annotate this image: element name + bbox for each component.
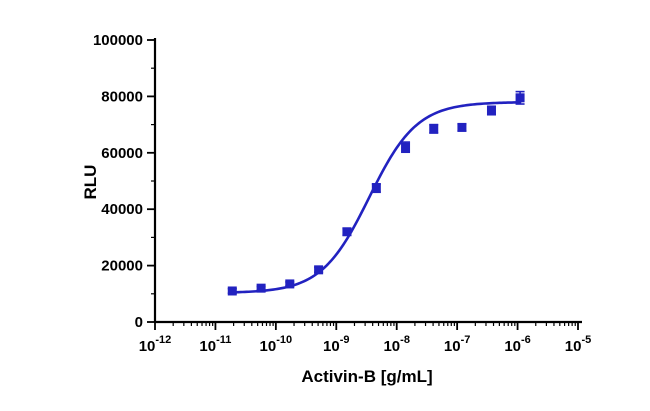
x-tick-label: 10-12 xyxy=(139,334,172,355)
y-tick-label: 60000 xyxy=(101,145,143,162)
y-tick-label: 20000 xyxy=(101,258,143,275)
x-tick-label: 10-10 xyxy=(260,334,293,355)
data-point-marker xyxy=(429,124,439,134)
data-point-marker xyxy=(227,286,237,296)
x-tick-label: 10-9 xyxy=(323,334,349,355)
y-tick-label: 80000 xyxy=(101,88,143,105)
x-axis-title: Activin-B [g/mL] xyxy=(301,367,432,386)
fit-curve xyxy=(230,101,522,294)
x-tick-label: 10-6 xyxy=(504,334,530,355)
data-point-marker xyxy=(314,265,324,275)
y-axis-title: RLU xyxy=(81,165,100,200)
y-tick-label: 0 xyxy=(135,314,143,331)
x-tick-label: 10-8 xyxy=(383,334,409,355)
data-point-marker xyxy=(342,227,352,237)
data-point-marker xyxy=(515,93,525,103)
data-point-marker xyxy=(457,122,467,132)
y-tick-label: 100000 xyxy=(93,32,143,49)
data-point-marker xyxy=(256,283,266,293)
data-point-marker xyxy=(371,183,381,193)
x-tick-label: 10-5 xyxy=(565,334,591,355)
x-tick-label: 10-11 xyxy=(199,334,231,355)
x-tick-label: 10-7 xyxy=(444,334,470,355)
data-point-marker xyxy=(401,142,411,152)
plot-layer: 10-12 10-11 10-10 10-9 10-8 10-7 10-6 10-5 0 2000… xyxy=(93,32,591,355)
data-point-marker xyxy=(486,106,496,115)
data-point-marker xyxy=(285,279,295,289)
y-tick-label: 40000 xyxy=(101,201,143,218)
